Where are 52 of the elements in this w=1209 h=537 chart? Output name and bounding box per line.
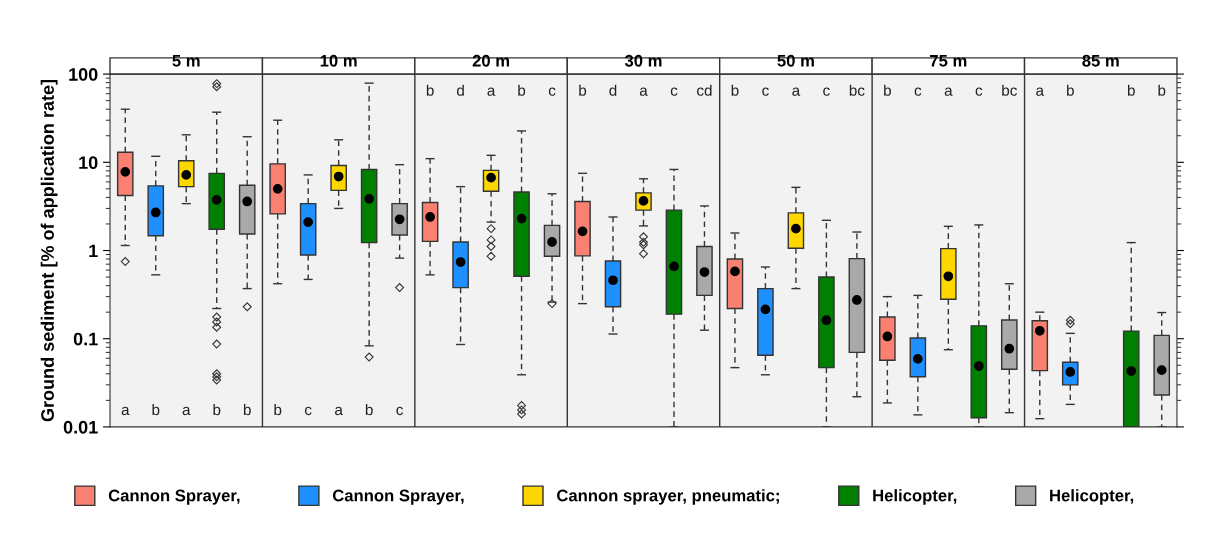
annotation: a bbox=[335, 406, 343, 416]
annotation: a bbox=[182, 406, 191, 416]
x-tick-label: 10 m bbox=[320, 54, 357, 67]
annotation: c bbox=[762, 87, 769, 96]
annotation: a bbox=[1036, 87, 1045, 96]
annotation: d bbox=[609, 84, 617, 96]
annotation: bc bbox=[849, 84, 865, 96]
annotation: cd bbox=[697, 84, 712, 96]
y-tick-label: 1 bbox=[89, 244, 98, 258]
annotation: c bbox=[670, 87, 678, 96]
annotation: b bbox=[1127, 84, 1135, 96]
legend-label: Cannon Sprayer, bbox=[108, 489, 240, 505]
legend-label: Helicopter, bbox=[873, 489, 957, 505]
x-tick-label: 85 m bbox=[1082, 54, 1119, 67]
x-tick-label: 20 m bbox=[472, 54, 510, 67]
annotation: a bbox=[639, 87, 648, 96]
x-tick-label: 30 m bbox=[624, 54, 662, 67]
annotation: b bbox=[518, 84, 526, 96]
y-tick-label: 0.01 bbox=[63, 420, 98, 434]
annotation: c bbox=[548, 87, 556, 96]
annotation: b bbox=[731, 84, 739, 96]
y-tick-label: 100 bbox=[69, 68, 98, 81]
annotation: a bbox=[121, 406, 130, 416]
y-tick-label: 10 bbox=[79, 156, 98, 170]
annotation: c bbox=[823, 87, 830, 96]
annotation: b bbox=[426, 84, 434, 96]
annotation: a bbox=[792, 87, 801, 96]
x-tick-label: 75 m bbox=[930, 55, 967, 67]
legend-label: Cannon sprayer, pneumatic; bbox=[557, 489, 779, 505]
annotation: a bbox=[944, 87, 953, 96]
annotation: c bbox=[914, 87, 922, 96]
annotation: b bbox=[884, 84, 891, 96]
annotation: c bbox=[305, 406, 312, 416]
y-axis-title: Ground sediment [% of application rate] bbox=[40, 79, 58, 422]
annotation: bc bbox=[1002, 84, 1017, 96]
annotation: b bbox=[579, 84, 587, 96]
annotation: b bbox=[1158, 84, 1166, 96]
legend-label: Cannon Sprayer, bbox=[332, 489, 464, 505]
x-tick-label: 5 m bbox=[172, 55, 200, 67]
annotation: b bbox=[365, 403, 373, 416]
annotation: d bbox=[456, 84, 464, 96]
annotation: b bbox=[213, 403, 221, 416]
annotation: c bbox=[396, 406, 404, 416]
annotation: a bbox=[487, 87, 496, 96]
annotation: b bbox=[152, 403, 160, 416]
annotation: c bbox=[975, 87, 983, 96]
annotation: b bbox=[1067, 84, 1074, 96]
x-tick-label: 50 m bbox=[777, 54, 814, 67]
annotation: b bbox=[274, 403, 282, 416]
y-tick-label: 0.1 bbox=[73, 332, 98, 346]
annotation: b bbox=[243, 403, 251, 416]
legend-label: Helicopter, bbox=[1050, 489, 1134, 505]
